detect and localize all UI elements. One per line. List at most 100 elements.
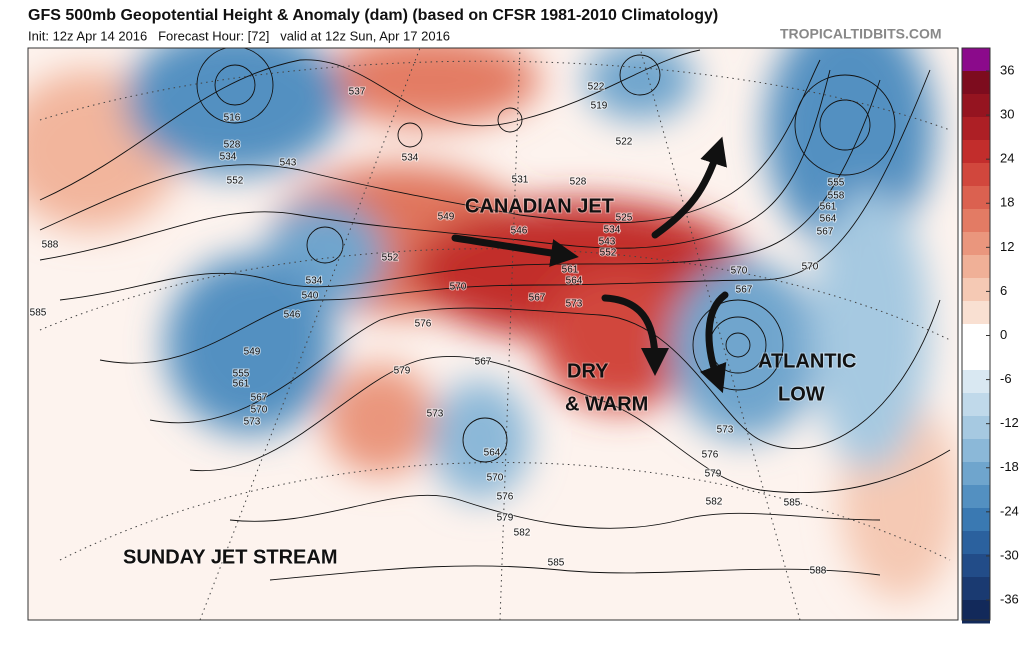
contour-label: 519 [591,101,608,112]
colorbar-band [962,508,990,532]
contour-label: 567 [475,357,492,368]
contour-label: 588 [810,566,827,577]
colorbar-label: 6 [1000,283,1007,298]
annotation: & WARM [565,393,648,415]
contour-label: 558 [828,191,845,202]
contour-label: 522 [616,137,633,148]
annotation: ATLANTIC [758,350,857,372]
colorbar-band [962,370,990,394]
colorbar-band [962,324,990,348]
contour-label: 561 [820,202,837,213]
contour-label: 579 [497,513,514,524]
contour-label: 555 [828,178,845,189]
map: 5165285345435525375345885855345405465495… [28,48,958,620]
colorbar-band [962,347,990,371]
contour-label: 522 [588,82,605,93]
contour-label: 552 [382,253,399,264]
contour-label: 585 [30,308,47,319]
contour-label: 534 [604,225,621,236]
contour-label: 528 [570,177,587,188]
contour-label: 534 [402,153,419,164]
colorbar-band [962,600,990,624]
source: TROPICALTIDBITS.COM [780,26,942,42]
colorbar-label: -6 [1000,371,1012,386]
contour-label: 549 [438,212,455,223]
contour-label: 546 [511,226,528,237]
colorbar-band [962,485,990,509]
contour-label: 576 [702,450,719,461]
colorbar-label: 0 [1000,327,1007,342]
contour-label: 552 [600,248,617,259]
colorbar-band [962,71,990,95]
colorbar-label: -18 [1000,459,1019,474]
colorbar-band [962,278,990,302]
contour-label: 549 [244,347,261,358]
contour-label: 585 [548,558,565,569]
colorbar-label: 30 [1000,107,1014,122]
colorbar-band [962,117,990,141]
contour-label: 564 [566,276,583,287]
colorbar-label: 12 [1000,239,1014,254]
contour-label: 540 [302,291,319,302]
colorbar-band [962,577,990,601]
colorbar-band [962,94,990,118]
contour-label: 573 [244,417,261,428]
contour-label: 576 [497,492,514,503]
contour-label: 525 [616,213,633,224]
contour-label: 573 [566,299,583,310]
colorbar-band [962,232,990,256]
contour-label: 561 [233,379,250,390]
contour-label: 570 [802,262,819,273]
contour-label: 588 [42,240,59,251]
colorbar-band [962,531,990,555]
contour-label: 564 [820,214,837,225]
colorbar-label: 36 [1000,62,1014,77]
colorbar-band [962,301,990,325]
contour-label: 567 [817,227,834,238]
contour-label: 534 [220,152,237,163]
contour-label: 561 [562,265,579,276]
contour-label: 546 [284,310,301,321]
height-contours [39,48,951,581]
contour-label: 570 [731,266,748,277]
contour-label: 528 [224,140,241,151]
contour-label: 582 [706,497,723,508]
colorbar-band [962,393,990,417]
contour-label: 579 [394,366,411,377]
annotation: LOW [778,383,825,405]
contour-label: 555 [233,369,250,380]
subtitle: Init: 12z Apr 14 2016 Forecast Hour: [72… [28,28,450,43]
colorbar-band [962,462,990,486]
colorbar-label: 18 [1000,195,1014,210]
contour-label: 534 [306,276,323,287]
contour-label: 573 [427,409,444,420]
colorbar-band [962,209,990,233]
colorbar-band [962,186,990,210]
contour-label: 516 [224,113,241,124]
graticule [39,48,951,620]
annotation: DRY [567,360,609,382]
colorbar-label: 24 [1000,151,1014,166]
map-frame [27,47,959,621]
contour-label: 570 [251,405,268,416]
contour-label: 567 [529,293,546,304]
colorbar-band [962,416,990,440]
contour-label: 531 [512,175,529,186]
colorbar-band [962,163,990,187]
title: GFS 500mb Geopotential Height & Anomaly … [28,7,718,24]
contour-label: 585 [784,498,801,509]
contour-label: 573 [717,425,734,436]
annotation: CANADIAN JET [465,195,614,217]
colorbar-band [962,439,990,463]
contour-label: 543 [599,237,616,248]
colorbar-frame [961,47,991,621]
contour-label: 570 [487,473,504,484]
colorbar-band [962,140,990,164]
contour-label: 552 [227,176,244,187]
contour-label: 576 [415,319,432,330]
colorbar-label: -36 [1000,591,1019,606]
contour-label: 579 [705,469,722,480]
colorbar-label: -12 [1000,415,1019,430]
contour-label: 537 [349,87,366,98]
